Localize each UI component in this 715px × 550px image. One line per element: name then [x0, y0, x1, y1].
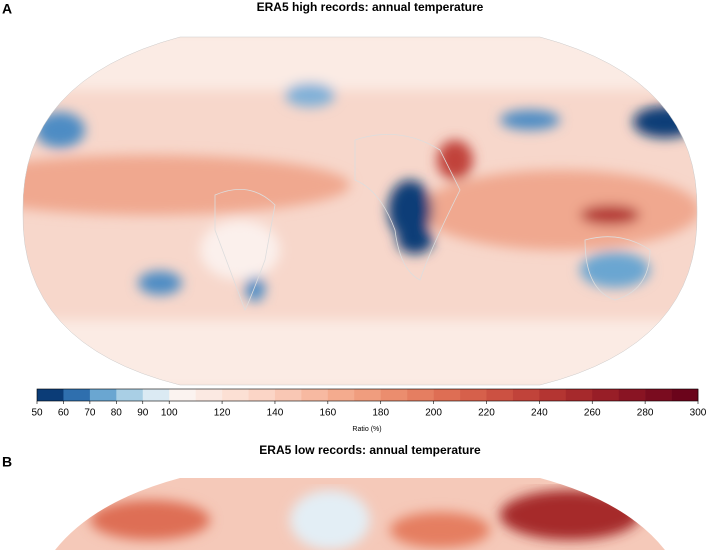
colorbar-tick-label: 300 — [690, 408, 707, 419]
colorbar-swatch — [671, 389, 699, 401]
colorbar-swatch — [301, 389, 329, 401]
colorbar-tick-label: 90 — [137, 408, 149, 419]
map-b — [22, 478, 698, 550]
colorbar-tick-label: 140 — [267, 408, 284, 419]
colorbar-swatch — [89, 389, 117, 401]
colorbar-tick-label: 180 — [372, 408, 389, 419]
colorbar-tick-label: 220 — [478, 408, 495, 419]
panel-label: A — [2, 1, 12, 17]
panel-title: ERA5 low records: annual temperature — [259, 443, 481, 457]
colorbar-swatch — [565, 389, 593, 401]
colorbar-frame — [36, 388, 699, 402]
map-a — [22, 37, 698, 385]
colorbar-swatch — [539, 389, 567, 401]
colorbar-swatch — [486, 389, 514, 401]
colorbar-swatch — [645, 389, 672, 401]
panel-label: B — [2, 454, 12, 470]
colorbar-tick-label: 160 — [319, 408, 336, 419]
colorbar: 50 60 70 80 90 100 120 140 160 180 200 220 240 260 280… — [31, 388, 707, 419]
colorbar-label: Ratio (%) — [352, 426, 381, 433]
colorbar-swatch — [380, 389, 408, 401]
colorbar-swatch — [512, 389, 540, 401]
colorbar-tick-label: 280 — [637, 408, 654, 419]
colorbar-tick-label: 120 — [214, 408, 231, 419]
colorbar-swatch — [142, 389, 170, 401]
colorbar-tick-label: 260 — [584, 408, 601, 419]
colorbar-tick-label: 80 — [111, 408, 123, 419]
colorbar-swatch — [222, 389, 249, 401]
colorbar-swatch — [63, 389, 91, 401]
colorbar-swatch — [327, 389, 355, 401]
colorbar-swatch — [116, 389, 144, 401]
colorbar-tick-label: 60 — [58, 408, 70, 419]
colorbar-tick-label: 240 — [531, 408, 548, 419]
map-outline — [22, 36, 698, 386]
panel-title: ERA5 high records: annual temperature — [257, 0, 484, 14]
colorbar-swatch — [274, 389, 302, 401]
colorbar-tick-label: 200 — [425, 408, 442, 419]
colorbar-swatch — [618, 389, 646, 401]
colorbar-swatch — [169, 389, 196, 401]
colorbar-swatch — [407, 389, 434, 401]
colorbar-tick-label: 100 — [161, 408, 178, 419]
colorbar-swatch — [37, 389, 64, 401]
colorbar-swatch — [248, 389, 276, 401]
colorbar-swatch — [195, 389, 223, 401]
colorbar-tick-label: 50 — [31, 408, 43, 419]
colorbar-swatch — [433, 389, 461, 401]
colorbar-swatch — [460, 389, 487, 401]
colorbar-swatch — [354, 389, 382, 401]
colorbar-swatch — [592, 389, 619, 401]
colorbar-tick-label: 70 — [84, 408, 96, 419]
